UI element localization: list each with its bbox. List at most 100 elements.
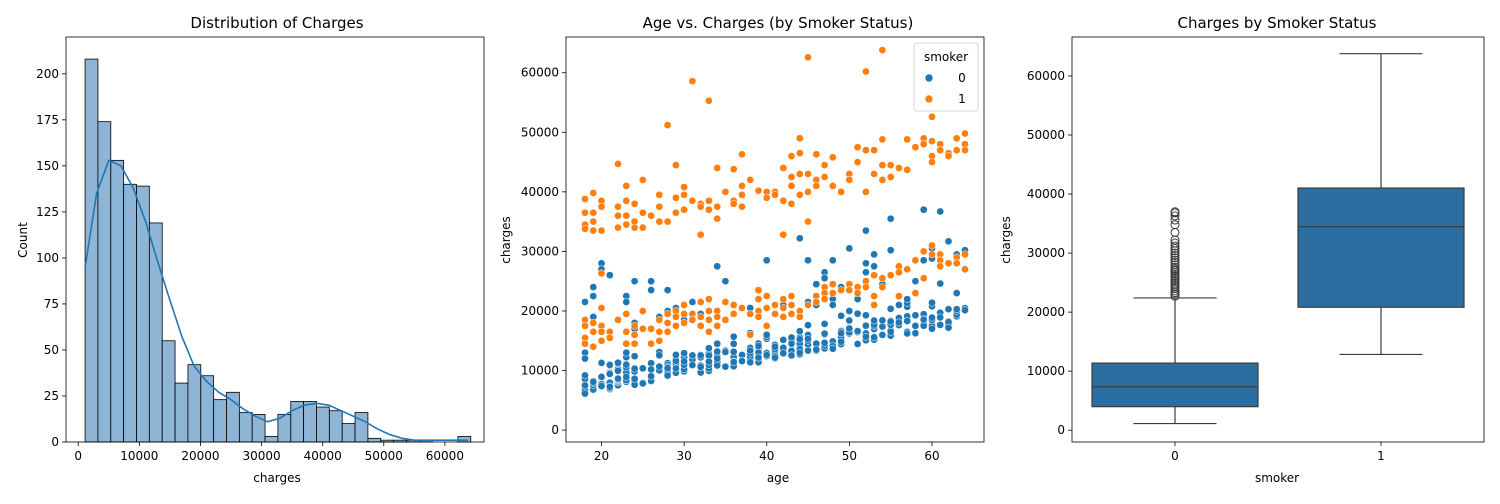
scatter-point-smoker <box>622 182 631 190</box>
scatter-point-nonsmoker <box>944 305 953 314</box>
scatter-point-smoker <box>672 322 680 330</box>
scatter-point-smoker <box>713 164 722 172</box>
scatter-point-smoker <box>729 301 738 309</box>
scatter-point-nonsmoker <box>614 374 622 383</box>
scatter-point-smoker <box>622 310 631 318</box>
scatter-point-smoker <box>787 292 796 300</box>
legend-title: smoker <box>924 50 968 64</box>
histogram-xtick-label: 50000 <box>365 449 403 463</box>
histogram-ytick-label: 0 <box>51 435 59 449</box>
scatter-point-nonsmoker <box>597 373 606 381</box>
scatter-point-nonsmoker <box>828 301 837 309</box>
scatter-point-smoker <box>655 336 664 345</box>
scatter-point-smoker <box>820 173 829 181</box>
scatter-point-smoker <box>804 53 812 62</box>
scatter-point-smoker <box>630 199 639 208</box>
scatter-point-nonsmoker <box>729 358 738 366</box>
scatter-point-nonsmoker <box>721 362 730 371</box>
scatter-point-smoker <box>696 230 705 239</box>
scatter-point-smoker <box>837 286 845 294</box>
scatter-point-smoker <box>630 330 639 339</box>
scatter-point-smoker <box>597 226 606 235</box>
scatter-point-smoker <box>961 250 969 259</box>
scatter-point-smoker <box>738 202 746 211</box>
scatter-point-nonsmoker <box>886 304 895 313</box>
scatter-point-nonsmoker <box>804 334 812 343</box>
scatter-point-nonsmoker <box>919 315 928 324</box>
scatter-point-nonsmoker <box>944 323 953 332</box>
scatter-point-nonsmoker <box>928 298 936 307</box>
scatter-point-nonsmoker <box>795 335 804 344</box>
scatter-point-smoker <box>762 193 771 202</box>
scatter-point-nonsmoker <box>729 332 738 341</box>
legend-marker-0 <box>924 73 934 83</box>
scatter-point-smoker <box>705 295 713 303</box>
scatter-point-smoker <box>762 304 771 312</box>
scatter-point-nonsmoker <box>696 351 705 360</box>
histogram-bar <box>226 391 240 443</box>
scatter-point-nonsmoker <box>928 324 936 333</box>
scatter-point-smoker <box>705 96 713 105</box>
scatter-point-smoker <box>672 161 680 169</box>
scatter-point-smoker <box>614 223 622 232</box>
histogram-bar <box>303 401 317 443</box>
scatter-point-smoker <box>647 339 655 348</box>
scatter-point-smoker <box>622 339 631 348</box>
scatter-point-nonsmoker <box>597 382 606 390</box>
scatter-point-smoker <box>729 199 738 208</box>
scatter-point-nonsmoker <box>919 256 928 265</box>
scatter-point-smoker <box>895 292 903 300</box>
scatter-point-nonsmoker <box>911 311 920 320</box>
scatter-point-smoker <box>795 134 804 143</box>
scatter-point-nonsmoker <box>936 279 945 288</box>
scatter-point-nonsmoker <box>581 354 589 363</box>
scatter-point-nonsmoker <box>895 318 903 327</box>
scatter-point-smoker <box>820 295 829 303</box>
scatter-point-smoker <box>961 146 969 155</box>
scatter-point-nonsmoker <box>688 351 697 360</box>
scatter-point-nonsmoker <box>729 339 738 348</box>
histogram-title: Distribution of Charges <box>190 14 363 32</box>
scatter-point-nonsmoker <box>672 351 680 359</box>
scatter-point-smoker <box>581 224 589 233</box>
scatter-point-smoker <box>597 336 606 345</box>
scatter-point-smoker <box>754 186 763 195</box>
scatter-point-smoker <box>762 292 771 300</box>
scatter-point-smoker <box>870 301 878 309</box>
scatter-point-nonsmoker <box>936 207 945 216</box>
scatter-point-smoker <box>738 190 746 199</box>
histogram-bar <box>161 340 176 443</box>
scatter-point-smoker <box>795 190 804 199</box>
scatter-point-nonsmoker <box>630 364 639 373</box>
scatter-point-nonsmoker <box>581 371 589 380</box>
scatter-point-smoker <box>754 295 763 303</box>
scatter-point-smoker <box>853 143 862 152</box>
scatter-point-nonsmoker <box>870 262 878 271</box>
scatter-point-nonsmoker <box>804 346 812 355</box>
scatter-point-nonsmoker <box>952 305 961 314</box>
boxplot-ytick-label: 50000 <box>1027 128 1065 142</box>
scatter-point-nonsmoker <box>936 313 945 322</box>
scatter-point-nonsmoker <box>762 330 771 339</box>
scatter-point-smoker <box>812 298 821 306</box>
scatter-point-smoker <box>862 67 870 76</box>
histogram-xtick-label: 20000 <box>181 449 219 463</box>
histogram-bar <box>213 399 227 443</box>
scatter-point-smoker <box>696 202 705 211</box>
scatter-point-smoker <box>721 188 730 196</box>
scatter-point-nonsmoker <box>878 316 887 325</box>
scatter-point-nonsmoker <box>655 362 664 371</box>
scatter-point-smoker <box>663 319 672 327</box>
scatter-point-smoker <box>804 301 812 309</box>
scatter-point-nonsmoker <box>911 329 920 338</box>
scatter-point-smoker <box>638 324 647 333</box>
scatter-point-nonsmoker <box>605 370 614 378</box>
histogram-xtick-label: 10000 <box>120 449 158 463</box>
scatter-point-nonsmoker <box>680 357 688 366</box>
scatter-point-nonsmoker <box>647 372 655 381</box>
scatter-point-nonsmoker <box>870 333 878 342</box>
scatter-point-nonsmoker <box>663 371 672 380</box>
scatter-point-nonsmoker <box>738 357 746 365</box>
